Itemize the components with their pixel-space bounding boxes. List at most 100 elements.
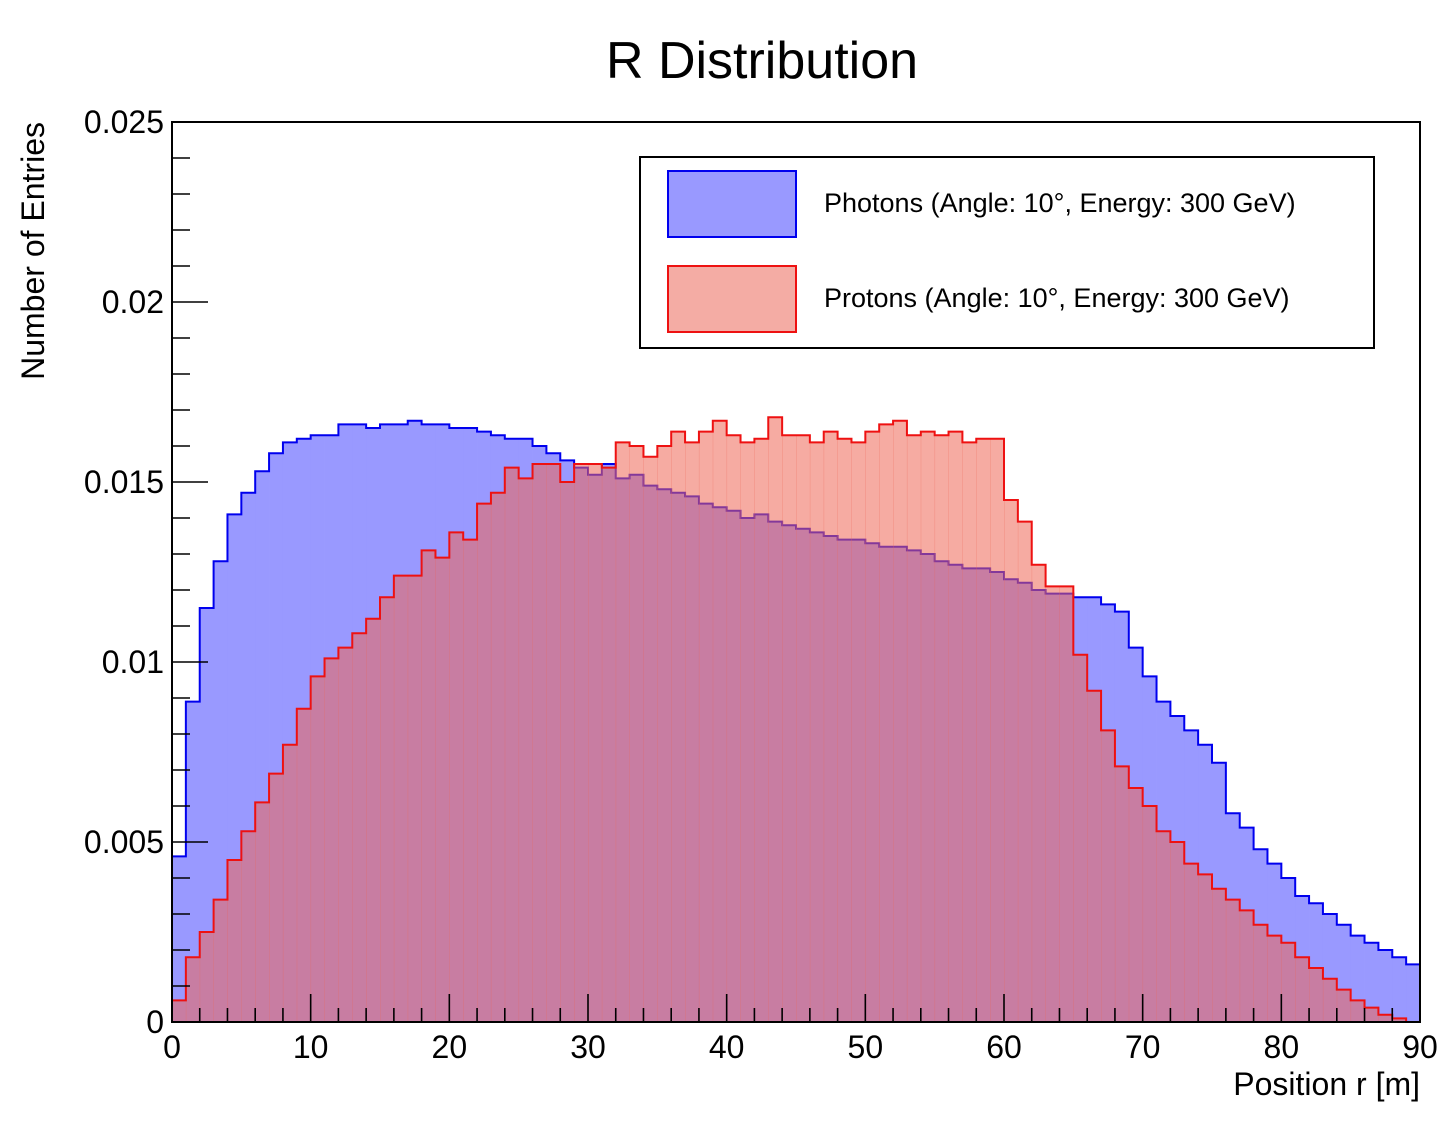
histogram-bin [532,464,547,1022]
histogram-bin [338,647,353,1022]
histogram-bin [934,435,949,1022]
histogram-bin [962,442,977,1022]
histogram-bin [837,438,852,1022]
histogram-bin [1198,874,1213,1022]
legend-swatch-protons [667,265,797,333]
histogram-bin [1101,730,1116,1022]
histogram-bin [269,773,284,1022]
histogram-bin [712,420,728,1022]
histogram-outline [171,416,1420,1023]
histogram-bin [366,618,381,1022]
histogram-bin [726,435,741,1022]
histogram-bin [1114,766,1130,1022]
histogram-bin [1073,654,1088,1022]
histogram-bin [1322,978,1338,1022]
histogram-bin [1045,586,1060,1022]
histogram-bin [296,708,312,1022]
histogram-bin [588,464,603,1022]
histogram-bin [172,1000,187,1022]
histogram-bin [282,744,298,1022]
x-tick-label: 50 [848,1029,884,1065]
y-tick-label: 0 [146,1004,164,1040]
histogram-series-layer [171,416,1421,1023]
axis-ticks-layer: 0 10 20 30 40 50 60 70 80 90 0 0.005 0.01 0.015 0.02 0.… [84,104,1438,1065]
histogram-bin [1059,586,1074,1022]
histogram-bin [1253,924,1268,1022]
histogram-bin [906,435,922,1022]
legend-swatch-photons [667,170,797,238]
x-tick-label: 90 [1402,1029,1438,1065]
histogram-bin [782,435,797,1022]
histogram-bin [1378,950,1393,1022]
histogram-bin [1364,1007,1379,1022]
histogram-bin [407,575,422,1022]
y-tick-label: 0.015 [84,464,164,500]
x-tick-label: 80 [1264,1029,1300,1065]
histogram-series-protons [171,416,1420,1023]
histogram-bin [421,550,436,1022]
histogram-bin [671,431,686,1023]
histogram-bin [1267,935,1282,1022]
histogram-bin [463,539,478,1022]
histogram-bin [893,420,908,1022]
histogram-bin [477,503,492,1023]
x-tick-label: 20 [432,1029,468,1065]
histogram-bin [657,446,672,1022]
y-tick-label: 0.005 [84,824,164,860]
histogram-bin [380,597,395,1022]
histogram-bin [435,557,450,1022]
histogram-bin [1336,989,1352,1022]
x-tick-label: 60 [986,1029,1022,1065]
histogram-bin [1392,1018,1407,1022]
histogram-bin [213,899,228,1022]
legend-label-photons: Photons (Angle: 10°, Energy: 300 GeV) [824,188,1296,218]
histogram-bin [1295,957,1310,1022]
x-tick-label: 10 [293,1029,329,1065]
histogram-bin [490,492,506,1022]
histogram-bin [1087,690,1102,1022]
histogram-bin [1239,910,1254,1022]
histogram-bin [574,464,589,1022]
histogram-bin [560,482,575,1022]
y-axis-label: Number of Entries [15,122,51,380]
histogram-bin [1350,1000,1365,1022]
histogram-bin [1281,942,1296,1022]
histogram-bin [393,575,409,1022]
histogram-bin [1128,788,1144,1022]
histogram-bin [1364,942,1379,1022]
x-tick-label: 70 [1125,1029,1161,1065]
histogram-bin [255,802,270,1022]
histogram-bin [976,438,991,1022]
histogram-bin [1031,564,1046,1022]
histogram-bin [1004,500,1019,1022]
y-tick-label: 0.025 [84,104,164,140]
histogram-bin [851,442,866,1022]
histogram-bin [449,532,464,1022]
x-tick-label: 0 [163,1029,181,1065]
histogram-bin [1156,831,1171,1022]
histogram-bin [1225,899,1241,1022]
x-axis-label: Position r [m] [1233,1066,1420,1102]
histogram-bin [185,701,201,1022]
histogram-bin [1212,888,1227,1022]
histogram-bin [199,608,214,1022]
histogram-bin [865,431,880,1023]
histogram-bin [504,467,520,1023]
histogram-bin [685,442,700,1022]
histogram-bin [546,464,561,1022]
histogram-bin [809,442,825,1022]
histogram-bin [310,676,325,1022]
histogram-bin [948,431,963,1023]
histogram-bin [241,831,256,1022]
histogram-bin [796,435,811,1022]
histogram-bin [172,856,187,1022]
histogram-bin [698,431,714,1023]
histogram-bin [990,438,1005,1022]
histogram-bin [1017,521,1033,1022]
histogram-bin [352,633,367,1022]
histogram-bin [601,467,617,1023]
histogram-bin [1309,968,1324,1022]
y-tick-label: 0.02 [102,284,164,320]
histogram-bin [1170,842,1185,1022]
